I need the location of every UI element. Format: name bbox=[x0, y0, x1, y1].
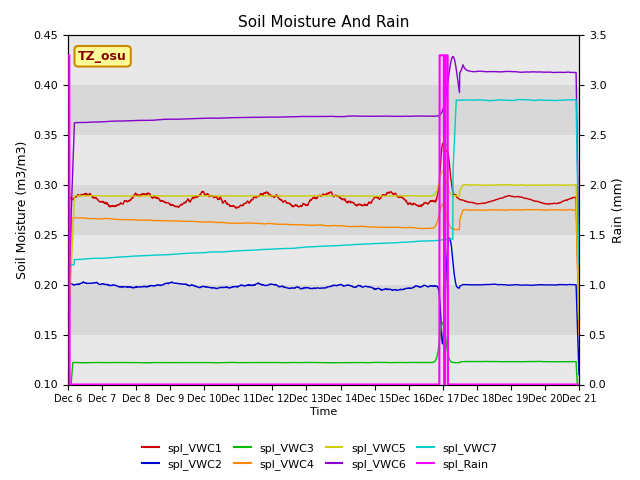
Legend: spl_VWC1, spl_VWC2, spl_VWC3, spl_VWC4, spl_VWC5, spl_VWC6, spl_VWC7, spl_Rain: spl_VWC1, spl_VWC2, spl_VWC3, spl_VWC4, … bbox=[138, 438, 502, 474]
Title: Soil Moisture And Rain: Soil Moisture And Rain bbox=[238, 15, 409, 30]
Bar bbox=[68, 285, 579, 335]
Bar bbox=[68, 185, 579, 235]
Bar bbox=[68, 135, 579, 185]
Bar bbox=[68, 235, 579, 285]
Bar bbox=[68, 36, 579, 85]
Bar bbox=[68, 335, 579, 384]
Bar bbox=[68, 85, 579, 135]
Y-axis label: Soil Moisture (m3/m3): Soil Moisture (m3/m3) bbox=[15, 141, 28, 279]
X-axis label: Time: Time bbox=[310, 407, 337, 417]
Y-axis label: Rain (mm): Rain (mm) bbox=[612, 177, 625, 243]
Text: TZ_osu: TZ_osu bbox=[78, 50, 127, 63]
